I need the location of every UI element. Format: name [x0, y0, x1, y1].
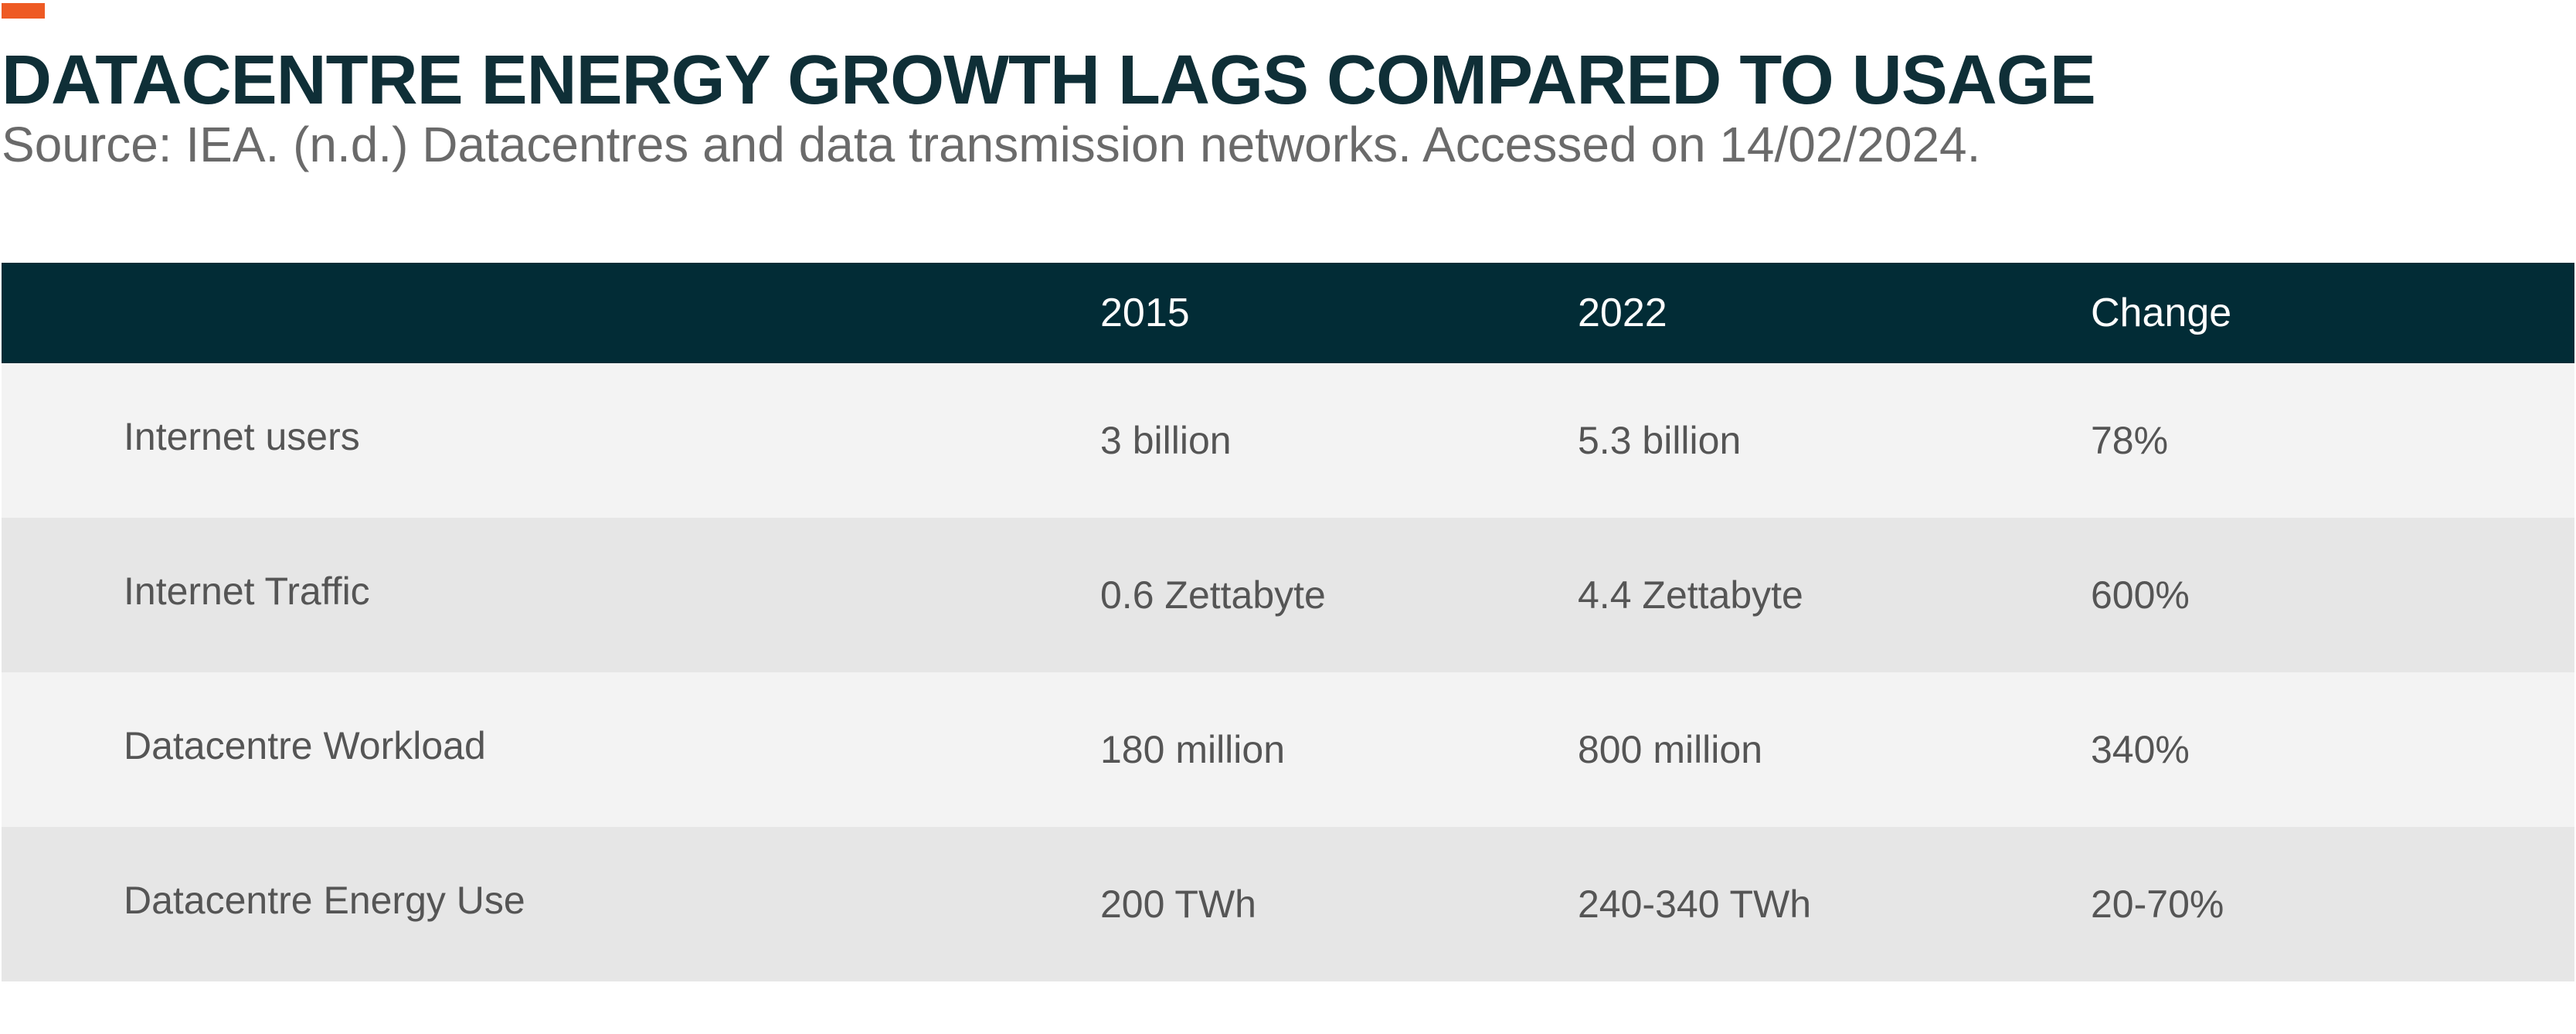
value-change: 20-70% [2091, 883, 2224, 926]
table-row-internet-users: Internet users 3 billion 5.3 billion 78% [2, 363, 2574, 518]
accent-bar [2, 3, 45, 19]
value-2022: 800 million [1578, 728, 1763, 771]
chart-title: DATACENTRE ENERGY GROWTH LAGS COMPARED T… [2, 42, 2096, 119]
table-header: 2015 2022 Change [2, 263, 2574, 363]
row-label: Internet Traffic [124, 570, 370, 613]
table-row-datacentre-workload: Datacentre Workload 180 million 800 mill… [2, 672, 2574, 827]
table-row-internet-traffic: Internet Traffic 0.6 Zettabyte 4.4 Zetta… [2, 518, 2574, 672]
value-2015: 3 billion [1100, 419, 1232, 462]
value-change: 78% [2091, 419, 2169, 462]
value-2015: 180 million [1100, 728, 1286, 771]
value-change: 340% [2091, 728, 2190, 771]
row-label: Datacentre Energy Use [124, 879, 525, 922]
header-cell-2015: 2015 [1100, 291, 1190, 335]
header-cell-2022: 2022 [1578, 291, 1667, 335]
header-cell-change: Change [2091, 291, 2232, 335]
row-label: Internet users [124, 415, 360, 458]
row-label: Datacentre Workload [124, 724, 486, 767]
value-2015: 0.6 Zettabyte [1100, 573, 1326, 617]
value-2022: 5.3 billion [1578, 419, 1742, 462]
value-change: 600% [2091, 573, 2190, 617]
chart-source: Source: IEA. (n.d.) Datacentres and data… [2, 117, 1981, 172]
data-table: 2015 2022 Change Internet users 3 billio… [2, 263, 2574, 981]
value-2022: 240-340 TWh [1578, 883, 1812, 926]
value-2022: 4.4 Zettabyte [1578, 573, 1803, 617]
value-2015: 200 TWh [1100, 883, 1256, 926]
table-row-datacentre-energy-use: Datacentre Energy Use 200 TWh 240-340 TW… [2, 827, 2574, 981]
